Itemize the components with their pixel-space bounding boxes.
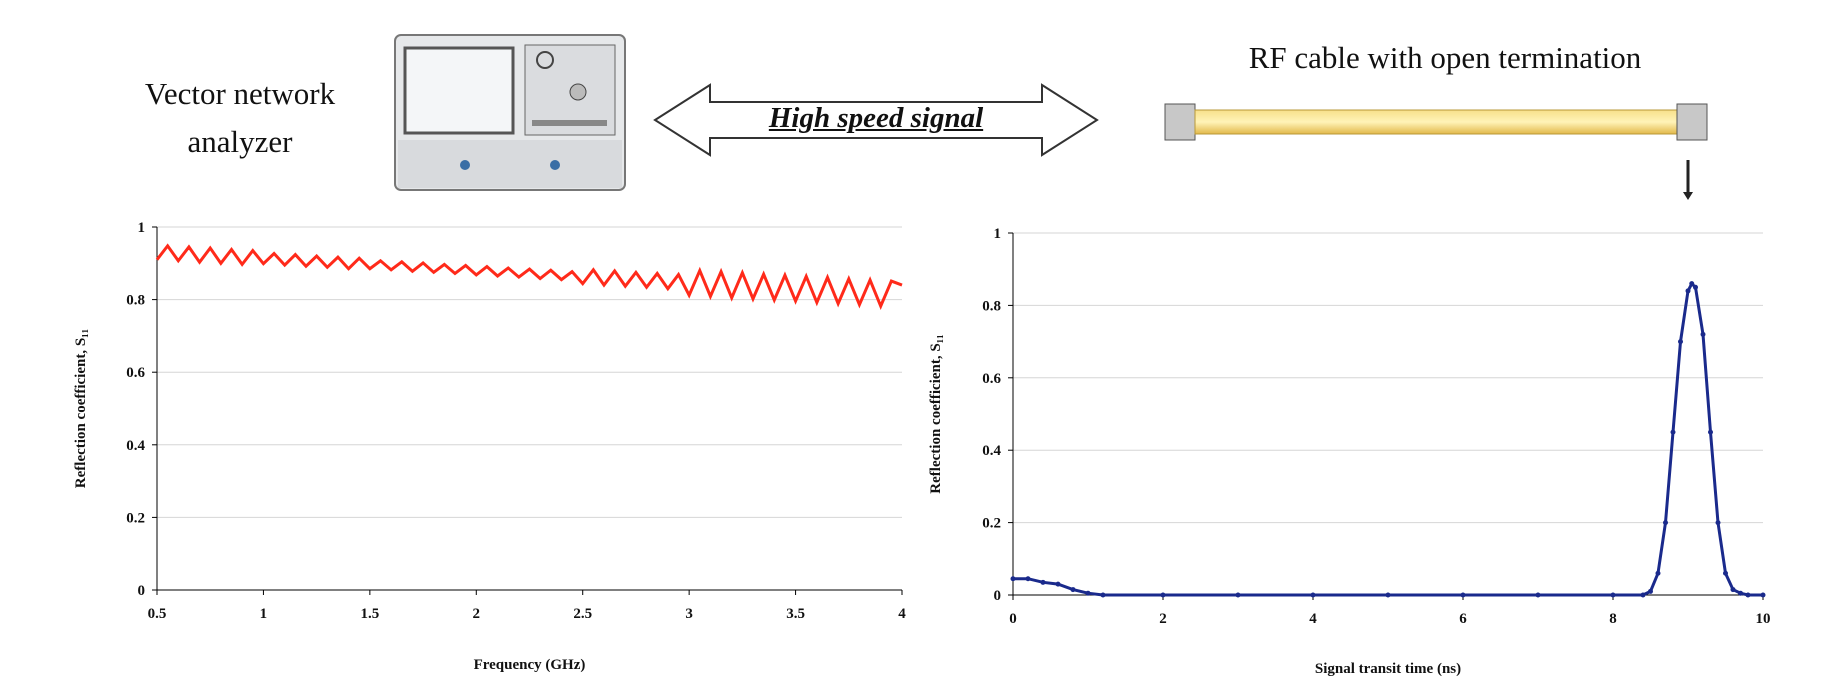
point: [1745, 592, 1751, 598]
point: [1385, 592, 1391, 598]
cable-icon: [1164, 103, 1708, 200]
y-tick-label: 0: [138, 583, 146, 599]
y-tick-label: 0.2: [982, 516, 1001, 532]
point: [1025, 576, 1031, 582]
point: [1100, 592, 1106, 598]
signal-arrow: [653, 83, 1099, 157]
x-tick-label: 0: [1009, 611, 1017, 627]
point: [1010, 576, 1016, 582]
point: [1689, 281, 1695, 287]
point: [1055, 581, 1061, 587]
x-tick-label: 1: [260, 606, 268, 622]
point: [1648, 588, 1653, 594]
vna-icon: [394, 34, 626, 191]
point: [1738, 590, 1743, 596]
point: [1663, 520, 1668, 526]
point: [1670, 429, 1676, 435]
x-tick-label: 3: [685, 606, 693, 622]
x-tick-label: 2.5: [573, 606, 592, 622]
point: [1085, 590, 1091, 596]
x-tick-label: 6: [1459, 611, 1467, 627]
y-tick-label: 1: [994, 226, 1002, 242]
y-tick-label: 0.8: [126, 293, 145, 309]
x-axis-label: Signal transit time (ns): [1315, 661, 1461, 677]
point: [1715, 520, 1721, 526]
point: [1700, 331, 1706, 337]
point: [1730, 587, 1736, 593]
x-tick-label: 10: [1756, 611, 1771, 627]
point: [1693, 284, 1698, 290]
point: [1655, 570, 1661, 576]
x-tick-label: 2: [1159, 611, 1167, 627]
y-tick-label: 0.4: [126, 438, 145, 454]
y-tick-label: 0.6: [126, 365, 145, 381]
point: [1235, 592, 1241, 598]
point: [1760, 592, 1766, 598]
y-tick-label: 1: [138, 220, 146, 236]
x-tick-label: 0.5: [148, 606, 167, 622]
y-tick-label: 0.2: [126, 510, 145, 526]
x-tick-label: 4: [1309, 611, 1317, 627]
point: [1708, 429, 1713, 435]
point: [1070, 587, 1076, 593]
x-tick-label: 4: [898, 606, 906, 622]
point: [1460, 592, 1466, 598]
y-tick-label: 0.4: [982, 443, 1001, 459]
x-axis-label: Frequency (GHz): [474, 657, 586, 673]
point: [1723, 570, 1728, 576]
point: [1040, 579, 1046, 585]
series-line: [155, 243, 903, 311]
instrument-label: Vector network analyzer: [144, 76, 336, 159]
y-axis-label: Reflection coefficient, S₁₁: [928, 334, 944, 493]
point: [1640, 592, 1646, 598]
y-axis-label: Reflection coefficient, S₁₁: [73, 329, 89, 488]
point: [1685, 288, 1691, 294]
point: [1310, 592, 1316, 598]
x-tick-label: 1.5: [360, 606, 379, 622]
point: [1535, 592, 1541, 598]
point: [1610, 592, 1616, 598]
x-tick-label: 8: [1609, 611, 1617, 627]
point: [1678, 339, 1683, 345]
y-tick-label: 0.8: [982, 298, 1001, 314]
signal-label: High speed signal: [768, 102, 984, 134]
x-tick-label: 3.5: [786, 606, 805, 622]
point: [1160, 592, 1166, 598]
y-tick-label: 0.6: [982, 371, 1001, 387]
y-tick-label: 0: [994, 588, 1002, 604]
x-tick-label: 2: [473, 606, 481, 622]
cable-label: RF cable with open termination: [1248, 40, 1642, 75]
